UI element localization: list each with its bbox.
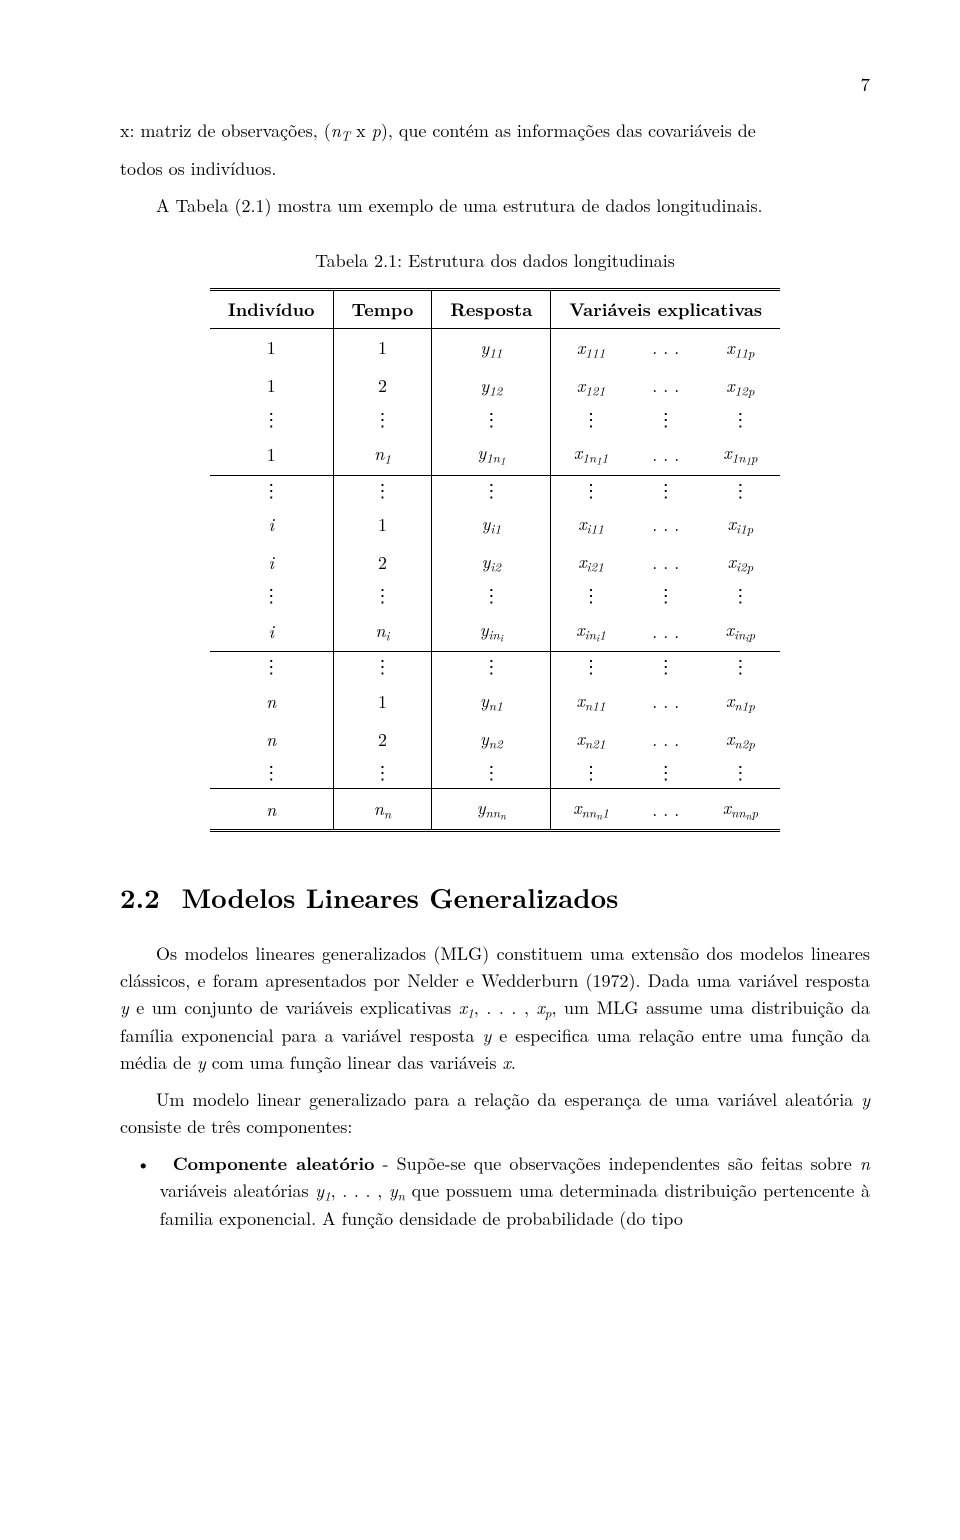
bullet-list: Componente aleatório - Supõe-se que obse… xyxy=(120,1150,870,1232)
section-number: 2.2 xyxy=(120,877,160,916)
paragraph-2: Um modelo linear generalizado para a rel… xyxy=(120,1086,870,1140)
th-variaveis: Variáveis explicativas xyxy=(551,289,780,328)
intro-p: p xyxy=(372,118,381,143)
th-resposta: Resposta xyxy=(432,289,551,328)
th-tempo: Tempo xyxy=(333,289,432,328)
section-title: Modelos Lineares Generalizados xyxy=(182,877,619,916)
table-vdots-row: ⋮⋮⋮ ⋮⋮⋮ xyxy=(210,758,780,788)
intro-line1: x: matriz de observações, (nT x p), que … xyxy=(120,117,870,145)
table-vdots-row: ⋮⋮⋮ ⋮⋮⋮ xyxy=(210,475,780,505)
table-vdots-row: ⋮⋮⋮ ⋮⋮⋮ xyxy=(210,405,780,435)
bullet-label: Componente aleatório xyxy=(173,1151,375,1176)
page-number: 7 xyxy=(120,70,870,99)
table-row: i2 yi2 xi21 . . . xi2p xyxy=(210,543,780,581)
data-table: Indivíduo Tempo Resposta Variáveis expli… xyxy=(210,288,780,833)
table-row: n1 yn1 xn11 . . . xn1p xyxy=(210,682,780,720)
table-row: i1 yi1 xi11 . . . xi1p xyxy=(210,505,780,543)
table-row: 12 y12 x121 . . . x12p xyxy=(210,367,780,405)
intro-Tsub: T xyxy=(341,125,350,144)
table-row: 1n1 y1n1 x1n11 . . . x1n1p xyxy=(210,434,780,475)
intro-line2: todos os indivíduos. xyxy=(120,155,870,182)
table-vdots-row: ⋮⋮⋮ ⋮⋮⋮ xyxy=(210,581,780,611)
table-header-row: Indivíduo Tempo Resposta Variáveis expli… xyxy=(210,289,780,328)
table-caption: Tabela 2.1: Estrutura dos dados longitud… xyxy=(120,247,870,274)
intro-line3: A Tabela (2.1) mostra um exemplo de uma … xyxy=(120,192,870,219)
intro-1a: x: matriz de observações, ( xyxy=(120,118,331,143)
bullet-item-1: Componente aleatório - Supõe-se que obse… xyxy=(160,1150,870,1232)
table-vdots-row: ⋮⋮⋮ ⋮⋮⋮ xyxy=(210,652,780,682)
paragraph-1: Os modelos lineares generalizados (MLG) … xyxy=(120,940,870,1076)
th-individuo: Indivíduo xyxy=(210,289,333,328)
table-row: n2 yn2 xn21 . . . xn2p xyxy=(210,720,780,758)
intro-nT: n xyxy=(331,118,341,143)
intro-1b: x xyxy=(350,118,372,143)
table-row: nnn ynnn xnnn1 . . . xnnnp xyxy=(210,788,780,830)
section-heading: 2.2 Modelos Lineares Generalizados xyxy=(120,877,870,918)
table-row: ini yini xini1 . . . xinip xyxy=(210,611,780,652)
table-row: 11 y11 x111 . . . x11p xyxy=(210,328,780,367)
intro-1c: ), que contém as informações das covariá… xyxy=(381,118,756,143)
